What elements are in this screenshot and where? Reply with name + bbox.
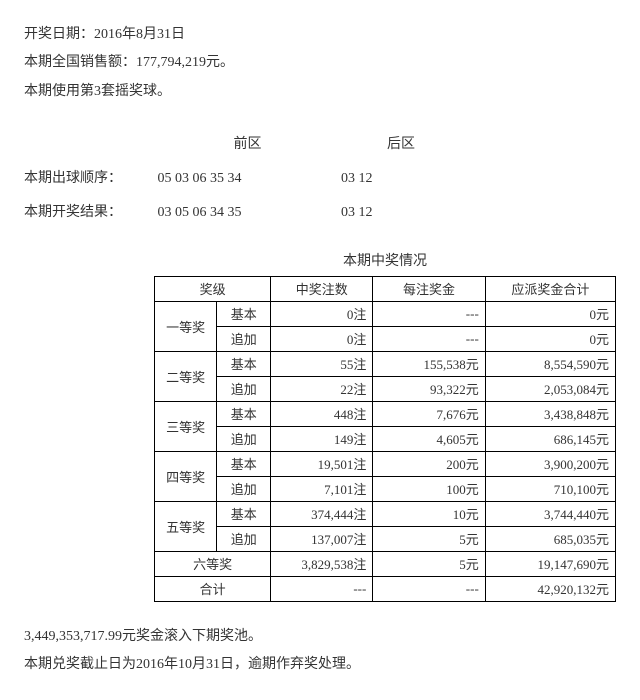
tier-subtype: 基本: [217, 501, 271, 526]
cell-count: 22注: [271, 376, 373, 401]
sales-line: 本期全国销售额：177,794,219元。: [24, 52, 616, 74]
tier-subtype: 基本: [217, 401, 271, 426]
draw-date-value: 2016年8月31日: [94, 27, 185, 42]
cell-total: 42,920,132元: [485, 576, 615, 601]
draw-order-row: 本期出球顺序： 05 03 06 35 34 03 12: [24, 167, 616, 187]
tier-subtype: 追加: [217, 526, 271, 551]
cell-per: ---: [373, 301, 485, 326]
cell-per: 200元: [373, 451, 485, 476]
draw-date-label: 开奖日期：: [24, 27, 94, 42]
col-tier: 奖级: [155, 276, 271, 301]
cell-per: 4,605元: [373, 426, 485, 451]
table-row: 二等奖基本55注155,538元8,554,590元: [155, 351, 616, 376]
tier-name: 四等奖: [155, 451, 217, 501]
table-row: 追加7,101注100元710,100元: [155, 476, 616, 501]
tier-name: 一等奖: [155, 301, 217, 351]
draw-result-front: 03 05 06 34 35: [158, 205, 338, 221]
cell-total: 8,554,590元: [485, 351, 615, 376]
cell-total: 0元: [485, 301, 615, 326]
cell-count: 149注: [271, 426, 373, 451]
table-header-row: 奖级 中奖注数 每注奖金 应派奖金合计: [155, 276, 616, 301]
cell-per: 93,322元: [373, 376, 485, 401]
rollover-line: 3,449,353,717.99元奖金滚入下期奖池。: [24, 626, 616, 648]
table-row: 六等奖3,829,538注5元19,147,690元: [155, 551, 616, 576]
cell-count: 448注: [271, 401, 373, 426]
cell-count: 137,007注: [271, 526, 373, 551]
tier-subtype: 基本: [217, 301, 271, 326]
table-row: 追加22注93,322元2,053,084元: [155, 376, 616, 401]
cell-total: 710,100元: [485, 476, 615, 501]
tier-name: 二等奖: [155, 351, 217, 401]
tier-subtype: 追加: [217, 376, 271, 401]
table-row: 三等奖基本448注7,676元3,438,848元: [155, 401, 616, 426]
col-total: 应派奖金合计: [485, 276, 615, 301]
tier-subtype: 基本: [217, 451, 271, 476]
cell-per: 10元: [373, 501, 485, 526]
cell-total: 3,744,440元: [485, 501, 615, 526]
draw-result-back: 03 12: [341, 205, 461, 221]
cell-total: 3,900,200元: [485, 451, 615, 476]
cell-total: 686,145元: [485, 426, 615, 451]
cell-total: 685,035元: [485, 526, 615, 551]
cell-total: 19,147,690元: [485, 551, 615, 576]
table-row: 追加149注4,605元686,145元: [155, 426, 616, 451]
table-row: 合计------42,920,132元: [155, 576, 616, 601]
cell-per: 5元: [373, 526, 485, 551]
cell-per: 155,538元: [373, 351, 485, 376]
cell-per: ---: [373, 576, 485, 601]
tier-name: 六等奖: [155, 551, 271, 576]
tier-subtype: 追加: [217, 326, 271, 351]
table-row: 一等奖基本0注---0元: [155, 301, 616, 326]
tier-subtype: 基本: [217, 351, 271, 376]
table-row: 追加0注---0元: [155, 326, 616, 351]
col-count: 中奖注数: [271, 276, 373, 301]
tier-subtype: 追加: [217, 426, 271, 451]
cell-count: 19,501注: [271, 451, 373, 476]
prize-table-title: 本期中奖情况: [154, 251, 616, 273]
cell-per: 7,676元: [373, 401, 485, 426]
cell-count: ---: [271, 576, 373, 601]
table-row: 四等奖基本19,501注200元3,900,200元: [155, 451, 616, 476]
cell-count: 55注: [271, 351, 373, 376]
tier-name: 五等奖: [155, 501, 217, 551]
sales-value: 177,794,219元。: [136, 55, 234, 70]
deadline-line: 本期兑奖截止日为2016年10月31日，逾期作弃奖处理。: [24, 654, 616, 676]
cell-total: 2,053,084元: [485, 376, 615, 401]
cell-per: ---: [373, 326, 485, 351]
sales-label: 本期全国销售额：: [24, 55, 136, 70]
tier-name: 合计: [155, 576, 271, 601]
prize-table-wrap: 本期中奖情况 奖级 中奖注数 每注奖金 应派奖金合计 一等奖基本0注---0元追…: [154, 251, 616, 601]
cell-total: 3,438,848元: [485, 401, 615, 426]
table-row: 五等奖基本374,444注10元3,744,440元: [155, 501, 616, 526]
table-row: 追加137,007注5元685,035元: [155, 526, 616, 551]
zone-header-row: 前区 后区: [24, 133, 616, 153]
draw-order-back: 03 12: [341, 171, 461, 187]
cell-total: 0元: [485, 326, 615, 351]
cell-count: 374,444注: [271, 501, 373, 526]
cell-count: 0注: [271, 326, 373, 351]
front-zone-label: 前区: [158, 133, 338, 153]
cell-per: 5元: [373, 551, 485, 576]
draw-order-front: 05 03 06 35 34: [158, 171, 338, 187]
cell-per: 100元: [373, 476, 485, 501]
draw-date-line: 开奖日期：2016年8月31日: [24, 24, 616, 46]
draw-result-label: 本期开奖结果：: [24, 201, 154, 221]
col-per: 每注奖金: [373, 276, 485, 301]
cell-count: 0注: [271, 301, 373, 326]
prize-table: 奖级 中奖注数 每注奖金 应派奖金合计 一等奖基本0注---0元追加0注---0…: [154, 276, 616, 602]
cell-count: 3,829,538注: [271, 551, 373, 576]
back-zone-label: 后区: [341, 133, 461, 153]
draw-order-label: 本期出球顺序：: [24, 167, 154, 187]
draw-result-row: 本期开奖结果： 03 05 06 34 35 03 12: [24, 201, 616, 221]
ballset-line: 本期使用第3套摇奖球。: [24, 81, 616, 103]
tier-name: 三等奖: [155, 401, 217, 451]
tier-subtype: 追加: [217, 476, 271, 501]
cell-count: 7,101注: [271, 476, 373, 501]
